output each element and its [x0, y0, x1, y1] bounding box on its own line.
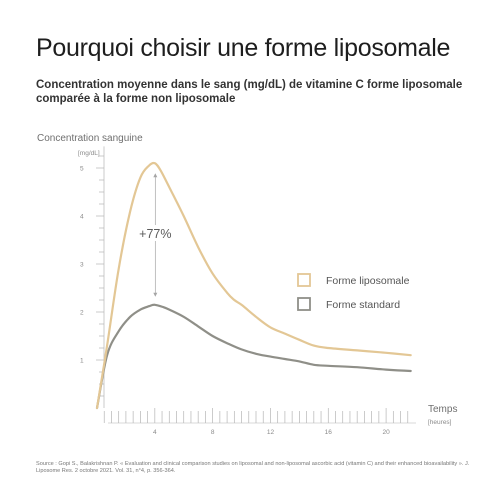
source-citation: Source : Gopi S., Balakrishnan P. « Eval…	[36, 461, 470, 475]
y-tick-labels: 1 2 3 4 5	[80, 166, 84, 365]
legend-label-liposomal: Forme liposomale	[326, 275, 410, 287]
x-tick-label: 4	[153, 429, 157, 436]
y-tick-label: 4	[80, 214, 84, 221]
y-tick-label: 3	[80, 262, 84, 269]
x-axis-ruler	[103, 408, 416, 424]
y-tick-label: 5	[80, 166, 84, 173]
legend-swatch-standard	[297, 297, 311, 311]
series-line-liposomal	[95, 161, 412, 410]
page-title: Pourquoi choisir une forme liposomale	[36, 34, 451, 62]
y-axis-label: Concentration sanguine	[37, 133, 143, 144]
x-tick-label: 8	[211, 429, 215, 436]
x-axis-label: Temps	[428, 404, 457, 415]
x-axis-unit: [heures]	[428, 419, 452, 426]
legend-label-standard: Forme standard	[326, 299, 400, 311]
y-axis-unit: [mg/dL]	[78, 150, 100, 157]
difference-annotation: +77%	[139, 227, 171, 241]
page-subtitle: Concentration moyenne dans le sang (mg/d…	[36, 79, 463, 105]
y-tick-label: 1	[80, 358, 84, 365]
x-tick-labels: 4 8 12 16 20	[153, 429, 390, 436]
legend: Forme liposomale Forme standard	[297, 273, 410, 311]
y-tick-label: 2	[80, 310, 84, 317]
x-tick-label: 20	[382, 429, 390, 436]
legend-swatch-liposomal	[297, 273, 311, 287]
series-lines	[95, 161, 412, 410]
x-tick-label: 16	[325, 429, 333, 436]
x-tick-label: 12	[267, 429, 275, 436]
series-line-standard	[95, 303, 412, 410]
